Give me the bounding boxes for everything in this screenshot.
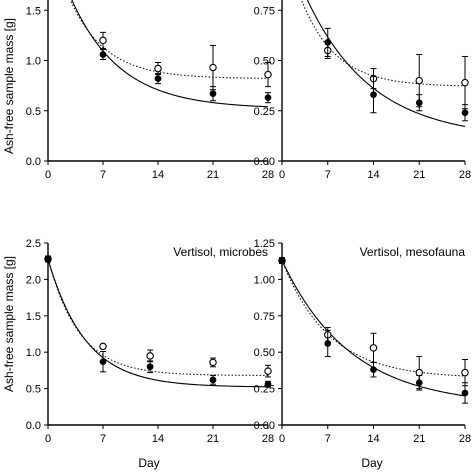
bottom-left-xtick-label: 28 [262, 433, 274, 445]
top-right-xtick-label: 7 [325, 169, 331, 181]
top-right-open-point [415, 76, 423, 85]
bottom-right-xtick-label: 0 [279, 433, 285, 445]
bottom-left-filled-point [209, 376, 217, 384]
top-right-open-fit-curve [300, 0, 466, 87]
bottom-left-xtick-label: 0 [45, 433, 51, 445]
bottom-left-ytick-label: 0.5 [26, 384, 41, 396]
top-left-filled-point [264, 94, 272, 102]
bottom-left-ytick-label: 2.5 [26, 238, 41, 250]
bottom-left-filled-point [146, 363, 154, 371]
bottom-left-ytick-label: 1.5 [26, 311, 41, 323]
bottom-right-ytick-label: 1.00 [254, 274, 275, 286]
top-left-xtick-label: 0 [45, 169, 51, 181]
bottom-right-filled-point [324, 340, 332, 347]
bottom-left-ylabel: Ash-free sample mass [g] [2, 256, 16, 392]
top-left-ytick-label: 1.5 [26, 5, 41, 17]
bottom-right-ytick-label: 0.25 [254, 384, 275, 396]
bottom-left-ytick-label: 2.0 [26, 274, 41, 286]
bottom-right-open-point [415, 368, 423, 377]
bottom-right-xlabel: Day [361, 456, 382, 470]
bottom-left-filled-point [44, 255, 52, 263]
bottom-right-open-point [369, 344, 378, 352]
bottom-right-ytick-label: 0.50 [254, 347, 275, 359]
bottom-left-title: Vertisol, microbes [173, 245, 268, 259]
top-left-open-fit-curve [69, 0, 269, 79]
top-right-xtick-label: 28 [459, 169, 471, 181]
top-right-ytick-label: 0.75 [254, 5, 275, 17]
bottom-right-ytick-label: 0.75 [254, 311, 275, 323]
bottom-left-ytick-label: 0.0 [26, 420, 41, 432]
bottom-right-ytick-label: 1.25 [254, 238, 275, 250]
bottom-right-xtick-label: 14 [367, 433, 379, 445]
bottom-left-filled-fit-curve [47, 258, 269, 388]
top-left-filled-point [99, 51, 107, 58]
top-right-filled-point [415, 99, 423, 107]
bottom-left-ytick-label: 1.0 [26, 347, 41, 359]
top-right-ytick-label: 0.50 [254, 56, 275, 68]
bottom-right-xtick-label: 21 [413, 433, 425, 445]
top-left-ytick-label: 1.0 [26, 56, 41, 68]
bottom-left-filled-point [99, 358, 107, 366]
top-left-xtick-label: 28 [262, 169, 274, 181]
top-left-filled-point [209, 90, 217, 98]
top-right-filled-point [324, 39, 332, 46]
top-right-xtick-label: 14 [367, 169, 379, 181]
bottom-left-xtick-label: 21 [207, 433, 219, 445]
top-left-xtick-label: 14 [152, 169, 164, 181]
bottom-left-open-point [146, 352, 154, 360]
bottom-left-filled-point [264, 380, 272, 388]
bottom-right-filled-point [461, 389, 469, 397]
top-right-ytick-label: 0.25 [254, 106, 275, 118]
top-left-filled-point [154, 75, 162, 82]
bottom-right-xtick-label: 28 [459, 433, 471, 445]
bottom-right-title: Vertisol, mesofauna [360, 245, 466, 259]
top-left-filled-fit-curve [71, 0, 269, 108]
top-left-open-point [264, 70, 272, 79]
top-right-filled-point [370, 91, 377, 99]
top-left-open-point [99, 36, 107, 45]
top-left-ytick-label: 0.5 [26, 106, 41, 118]
top-left-open-point [154, 64, 162, 73]
bottom-right-filled-point [278, 257, 286, 264]
top-right-xtick-label: 21 [413, 169, 425, 181]
bottom-left-xtick-label: 14 [152, 433, 164, 445]
top-left-open-point [209, 63, 217, 72]
top-right-ytick-label: 0.00 [254, 156, 275, 168]
top-left-xtick-label: 21 [207, 169, 219, 181]
bottom-left-xlabel: Day [138, 456, 159, 470]
top-right-filled-point [461, 109, 469, 117]
bottom-right-filled-point [370, 366, 377, 374]
bottom-left-xtick-label: 7 [100, 433, 106, 445]
bottom-right-xtick-label: 7 [325, 433, 331, 445]
bottom-left-open-point [99, 342, 107, 351]
bottom-right-ytick-label: 0.00 [254, 420, 275, 432]
bottom-right-open-point [461, 368, 469, 377]
top-left-ylabel: Ash-free sample mass [g] [2, 18, 16, 154]
bottom-left-open-point [264, 367, 272, 375]
top-right-open-point [461, 78, 469, 87]
top-right-xtick-label: 0 [279, 169, 285, 181]
bottom-left-open-fit-curve [47, 258, 269, 376]
top-left-xtick-label: 7 [100, 169, 106, 181]
top-left-ytick-label: 0.0 [26, 156, 41, 168]
bottom-right-filled-point [415, 379, 423, 387]
bottom-left-open-point [209, 358, 217, 367]
